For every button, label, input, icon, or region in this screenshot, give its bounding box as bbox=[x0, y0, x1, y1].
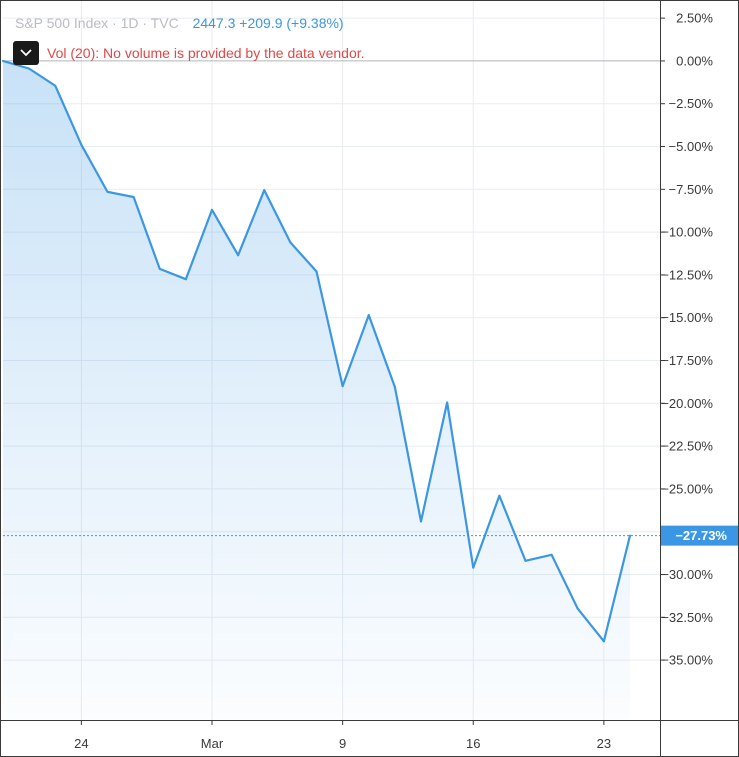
data-point bbox=[132, 196, 135, 199]
y-tick-label: −25.00% bbox=[661, 481, 713, 496]
y-tick-label: 2.50% bbox=[676, 11, 713, 26]
data-point bbox=[602, 640, 605, 643]
data-point bbox=[393, 386, 396, 389]
chart-legend: S&P 500 Index · 1D · TVC 2447.3 +209.9 (… bbox=[15, 15, 344, 31]
symbol-values: 2447.3 +209.9 (+9.38%) bbox=[192, 15, 344, 31]
y-tick-label: −7.50% bbox=[669, 182, 714, 197]
data-point bbox=[237, 254, 240, 257]
volume-indicator: Vol (20): No volume is provided by the d… bbox=[13, 41, 365, 65]
time-scale[interactable]: 24 Mar 9 16 23 bbox=[74, 720, 611, 751]
data-point bbox=[446, 401, 449, 404]
x-tick-label: Mar bbox=[201, 736, 224, 751]
data-point bbox=[341, 385, 344, 388]
data-point bbox=[80, 143, 83, 146]
data-point bbox=[420, 520, 422, 523]
y-tick-label: −17.50% bbox=[661, 353, 713, 368]
data-point bbox=[2, 59, 4, 62]
last-value-badge-bg bbox=[661, 525, 738, 546]
symbol-title[interactable]: S&P 500 Index · 1D · TVC bbox=[15, 15, 179, 31]
y-tick-label: −20.00% bbox=[661, 396, 713, 411]
data-point bbox=[550, 553, 553, 556]
area-fill bbox=[3, 60, 630, 720]
data-point bbox=[629, 534, 631, 537]
y-tick-label: −22.50% bbox=[661, 439, 713, 454]
data-point bbox=[472, 566, 475, 569]
last-value-badge: −27.73% bbox=[661, 525, 738, 546]
data-point bbox=[263, 189, 266, 192]
data-point bbox=[28, 67, 31, 70]
y-tick-label: −10.00% bbox=[661, 225, 713, 240]
x-tick-label: 24 bbox=[74, 736, 88, 751]
series-line bbox=[2, 59, 660, 643]
y-tick-label: 0.00% bbox=[676, 53, 713, 68]
volume-message: Vol (20): No volume is provided by the d… bbox=[47, 45, 365, 61]
data-point bbox=[498, 494, 501, 497]
data-point bbox=[54, 84, 57, 87]
data-point bbox=[367, 314, 370, 317]
x-tick-label: 16 bbox=[466, 736, 480, 751]
x-tick-label: 23 bbox=[597, 736, 611, 751]
x-tick-label: 9 bbox=[339, 736, 346, 751]
data-point bbox=[576, 607, 579, 610]
last-value-label: −27.73% bbox=[675, 528, 727, 543]
y-tick-label: −15.00% bbox=[661, 310, 713, 325]
y-tick-label: −32.50% bbox=[661, 610, 713, 625]
area-path bbox=[3, 60, 630, 720]
data-point bbox=[158, 267, 161, 270]
data-point bbox=[289, 241, 292, 244]
data-point bbox=[524, 559, 527, 562]
y-tick-label: −5.00% bbox=[669, 139, 714, 154]
data-point bbox=[106, 190, 109, 193]
y-tick-label: −35.00% bbox=[661, 653, 713, 668]
y-tick-label: −30.00% bbox=[661, 567, 713, 582]
data-point bbox=[184, 278, 187, 281]
data-point bbox=[211, 208, 213, 211]
y-tick-label: −2.50% bbox=[669, 96, 714, 111]
data-point bbox=[315, 270, 318, 273]
chevron-down-icon[interactable] bbox=[13, 41, 39, 65]
price-scale[interactable]: 2.50% 0.00% −2.50% −5.00% −7.50% −10.00% −12.5… bbox=[660, 11, 713, 668]
y-tick-label: −12.50% bbox=[661, 267, 713, 282]
